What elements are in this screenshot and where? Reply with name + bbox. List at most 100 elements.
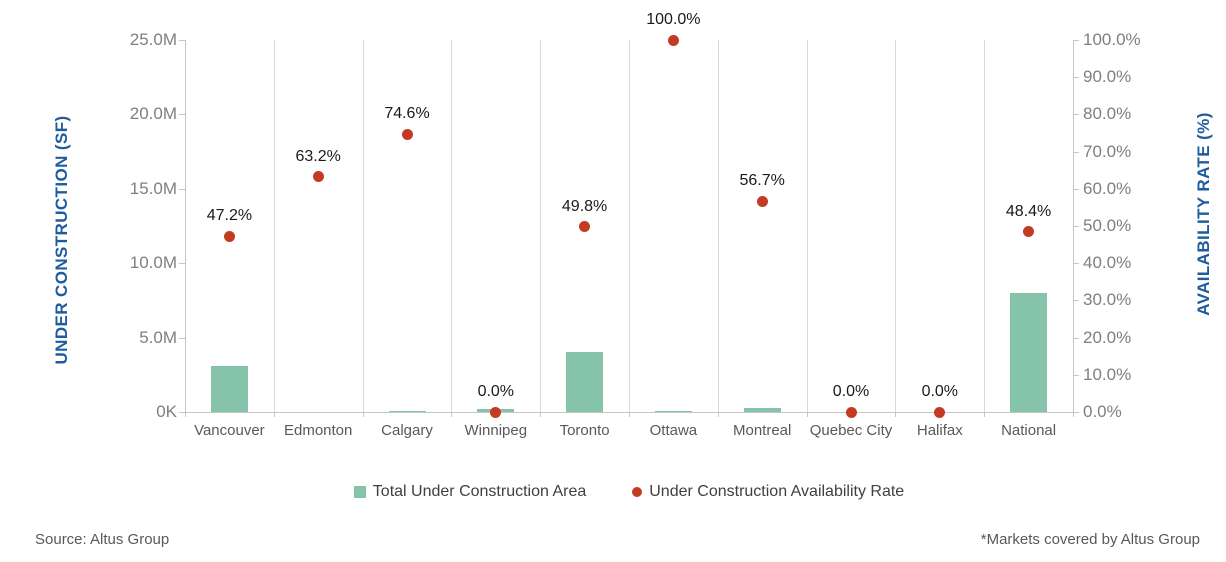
right-axis-tick bbox=[1073, 263, 1079, 265]
x-axis-tick bbox=[273, 412, 275, 417]
left-axis-tick bbox=[179, 114, 185, 116]
right-axis-tick-label: 0.0% bbox=[1083, 402, 1122, 421]
gridline bbox=[806, 40, 808, 412]
dot-label: 63.2% bbox=[295, 147, 341, 165]
legend-item-dots: Under Construction Availability Rate bbox=[632, 483, 904, 501]
left-axis-tick bbox=[179, 412, 185, 413]
dot-montreal bbox=[756, 195, 768, 207]
bar-toronto bbox=[566, 352, 604, 412]
right-axis-tick-label: 50.0% bbox=[1083, 216, 1132, 235]
dot-label: 49.8% bbox=[561, 197, 608, 215]
dot-label: 0.0% bbox=[832, 383, 870, 400]
category-label: Montreal bbox=[733, 422, 792, 439]
bar-national bbox=[1010, 292, 1048, 412]
right-axis-title: AVAILABILITY RATE (%) bbox=[1194, 112, 1213, 316]
x-axis-tick bbox=[185, 412, 186, 417]
category-label: Vancouver bbox=[194, 422, 265, 439]
bar-ottawa bbox=[654, 410, 692, 412]
right-axis-tick-label: 40.0% bbox=[1083, 253, 1132, 273]
gridline bbox=[629, 40, 630, 412]
bar-montreal bbox=[743, 407, 781, 412]
right-axis-tick-label: 80.0% bbox=[1083, 104, 1132, 124]
dot-label: 56.7% bbox=[739, 172, 785, 190]
right-axis-tick bbox=[1073, 226, 1079, 227]
x-axis-line bbox=[179, 412, 1073, 413]
bar-vancouver bbox=[210, 365, 248, 412]
dot-label: 0.0% bbox=[477, 383, 515, 400]
left-axis-tick bbox=[179, 188, 185, 190]
gridline bbox=[451, 40, 453, 412]
left-axis-title: UNDER CONSTRUCTION (SF) bbox=[52, 115, 71, 365]
dot-winnipeg bbox=[490, 406, 502, 418]
gridline bbox=[540, 40, 542, 412]
left-axis-line bbox=[185, 40, 186, 417]
right-axis-tick bbox=[1073, 151, 1079, 153]
right-axis-tick bbox=[1073, 114, 1079, 116]
category-label: Toronto bbox=[559, 422, 610, 439]
gridline bbox=[895, 40, 897, 412]
right-axis-tick bbox=[1073, 412, 1079, 413]
x-axis-tick bbox=[806, 412, 808, 417]
category-label: Winnipeg bbox=[464, 422, 528, 439]
right-axis-tick bbox=[1073, 40, 1079, 41]
x-axis-tick bbox=[717, 412, 719, 417]
x-axis-tick bbox=[629, 412, 630, 417]
dot-quebec-city bbox=[845, 406, 857, 418]
right-axis-tick bbox=[1073, 300, 1079, 302]
dot-calgary bbox=[401, 128, 413, 140]
category-label: Ottawa bbox=[649, 422, 698, 439]
left-axis-tick bbox=[179, 40, 185, 41]
x-axis-tick bbox=[451, 412, 453, 417]
category-label: National bbox=[1001, 422, 1057, 439]
x-axis-tick bbox=[540, 412, 542, 417]
gridline bbox=[273, 40, 275, 412]
gridline bbox=[717, 40, 719, 412]
right-axis-tick-label: 30.0% bbox=[1083, 290, 1132, 310]
right-axis-tick-label: 90.0% bbox=[1083, 67, 1132, 87]
dot-ottawa bbox=[667, 34, 679, 46]
right-axis-tick bbox=[1073, 77, 1079, 79]
legend-label: Total Under Construction Area bbox=[372, 483, 587, 500]
left-axis-tick bbox=[179, 263, 185, 265]
footer-note: *Markets covered by Altus Group bbox=[980, 531, 1200, 548]
left-axis-tick-label: 5.0M bbox=[139, 327, 177, 347]
dot-halifax bbox=[934, 406, 946, 418]
right-axis-tick bbox=[1073, 337, 1079, 339]
footer-source: Source: Altus Group bbox=[35, 531, 170, 548]
left-axis-tick-label: 15.0M bbox=[129, 178, 177, 198]
category-label: Calgary bbox=[381, 422, 433, 439]
dot-label: 47.2% bbox=[206, 207, 253, 225]
bar-calgary bbox=[388, 410, 426, 412]
left-axis-tick bbox=[179, 337, 185, 339]
dot-series-swatch-icon bbox=[632, 487, 643, 497]
x-axis-tick bbox=[984, 412, 986, 417]
left-axis-tick-label: 10.0M bbox=[129, 253, 177, 273]
right-axis-tick-label: 100.0% bbox=[1083, 30, 1141, 49]
right-axis-tick bbox=[1073, 188, 1079, 190]
right-axis-tick-label: 20.0% bbox=[1083, 327, 1132, 347]
left-axis-tick-label: 0K bbox=[156, 402, 177, 421]
legend-label: Under Construction Availability Rate bbox=[649, 483, 905, 500]
left-axis-tick-label: 20.0M bbox=[129, 104, 177, 124]
dot-vancouver bbox=[223, 230, 235, 242]
legend: Total Under Construction Area Under Cons… bbox=[185, 483, 1073, 501]
x-axis-tick bbox=[895, 412, 897, 417]
right-axis-tick bbox=[1073, 374, 1079, 376]
dot-label: 100.0% bbox=[646, 11, 701, 28]
category-label: Halifax bbox=[916, 422, 963, 439]
x-axis-tick bbox=[1073, 412, 1074, 417]
dot-national bbox=[1023, 226, 1035, 238]
category-label: Quebec City bbox=[809, 422, 893, 439]
right-axis-tick-label: 70.0% bbox=[1083, 141, 1132, 161]
dot-toronto bbox=[579, 221, 591, 233]
gridline bbox=[362, 40, 364, 412]
x-axis-tick bbox=[362, 412, 364, 417]
legend-item-bars: Total Under Construction Area bbox=[353, 483, 587, 501]
right-axis-tick-label: 60.0% bbox=[1083, 178, 1132, 198]
dot-label: 0.0% bbox=[921, 383, 959, 400]
dot-label: 74.6% bbox=[384, 105, 430, 123]
left-axis-tick-label: 25.0M bbox=[129, 30, 177, 49]
dot-label: 48.4% bbox=[1005, 202, 1052, 220]
bar-series-swatch-icon bbox=[353, 486, 366, 498]
